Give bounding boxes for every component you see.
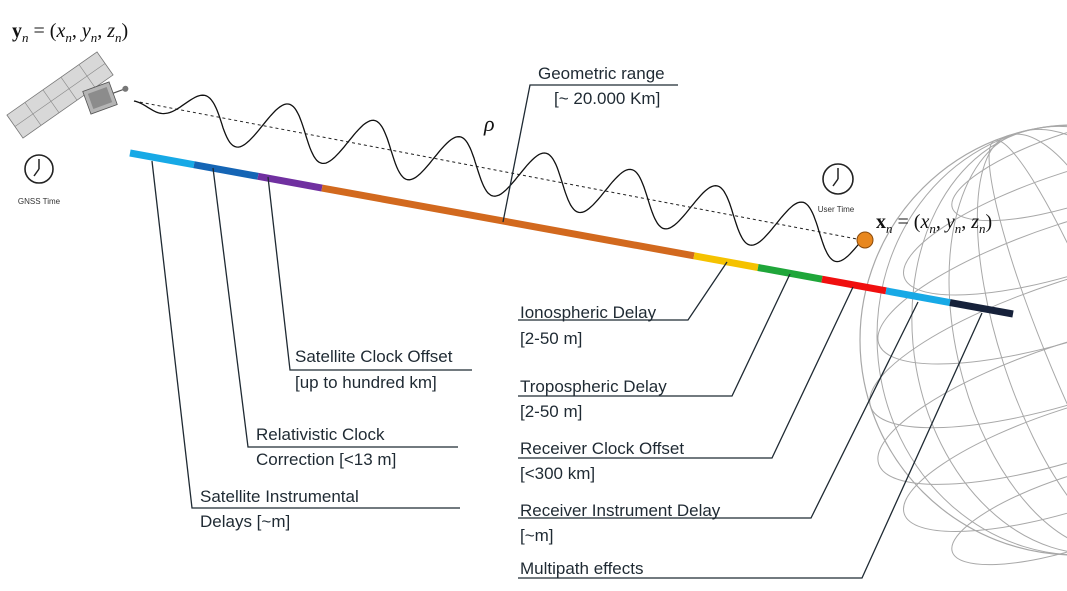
segment-ionospheric-delay [693, 252, 759, 271]
globe-parallel [951, 458, 1067, 566]
tropospheric-delay-value: [2-50 m] [520, 402, 582, 421]
satellite-clock-offset-label: Satellite Clock Offset [295, 347, 453, 366]
user-receiver-marker [856, 231, 874, 249]
segment-tropospheric-delay [757, 264, 823, 283]
satellite-instrumental-label: Satellite Instrumental [200, 487, 359, 506]
segment-receiver-clock-offset [821, 275, 887, 295]
leader-lines [151, 84, 983, 579]
globe-meridian [876, 124, 1067, 556]
gnss-clock-icon [24, 154, 54, 184]
globe-outline [859, 124, 1067, 556]
relativistic-clock-label: Relativistic Clock [256, 425, 385, 444]
earth-globe-icon [859, 114, 1067, 566]
globe-parallel [877, 195, 1067, 365]
globe-meridian [976, 133, 1067, 547]
globe-meridian [988, 139, 1067, 541]
satellite-instrumental-value: Delays [~m] [200, 512, 290, 531]
gnss-time-label: GNSS Time [18, 197, 61, 206]
satellite-icon [6, 51, 129, 139]
user-clock-icon [822, 163, 854, 195]
tropospheric-delay-label: Tropospheric Delay [520, 377, 667, 396]
globe-parallel [903, 384, 1067, 532]
user-time-label: User Time [818, 205, 855, 214]
satellite-position-formula: yn = (xn, yn, zn) [12, 20, 128, 45]
rho-symbol: ρ [483, 111, 495, 136]
receiver-instrument-delay-label: Receiver Instrument Delay [520, 501, 721, 520]
receiver-clock-offset-label: Receiver Clock Offset [520, 439, 684, 458]
globe-parallel [869, 251, 1067, 429]
signal-wave [133, 94, 863, 263]
ionospheric-delay-value: [2-50 m] [520, 329, 582, 348]
globe-parallel [903, 148, 1067, 296]
relativistic-clock-value: Correction [<13 m] [256, 450, 396, 469]
segment-satellite-instrumental-delays [129, 149, 195, 169]
globe-parallel [877, 315, 1067, 485]
segment-receiver-instrument-delay [885, 287, 951, 306]
satellite-clock-offset-value: [up to hundred km] [295, 373, 437, 392]
user-position-formula: xn = (xn, yn, zn) [876, 211, 992, 236]
segment-relativistic-clock-correction [193, 161, 259, 180]
segment-geometric-range [321, 184, 695, 260]
multipath-effects-label: Multipath effects [520, 559, 643, 578]
geometric-range-label: Geometric range [538, 64, 665, 83]
globe-parallel [951, 114, 1067, 222]
ionospheric-delay-label: Ionospheric Delay [520, 303, 657, 322]
receiver-instrument-delay-value: [~m] [520, 526, 554, 545]
receiver-clock-offset-value: [<300 km] [520, 464, 595, 483]
segment-multipath-effects [949, 299, 1014, 318]
error-budget-bar [129, 149, 1014, 318]
geometric-range-value: [~ 20.000 Km] [554, 89, 660, 108]
